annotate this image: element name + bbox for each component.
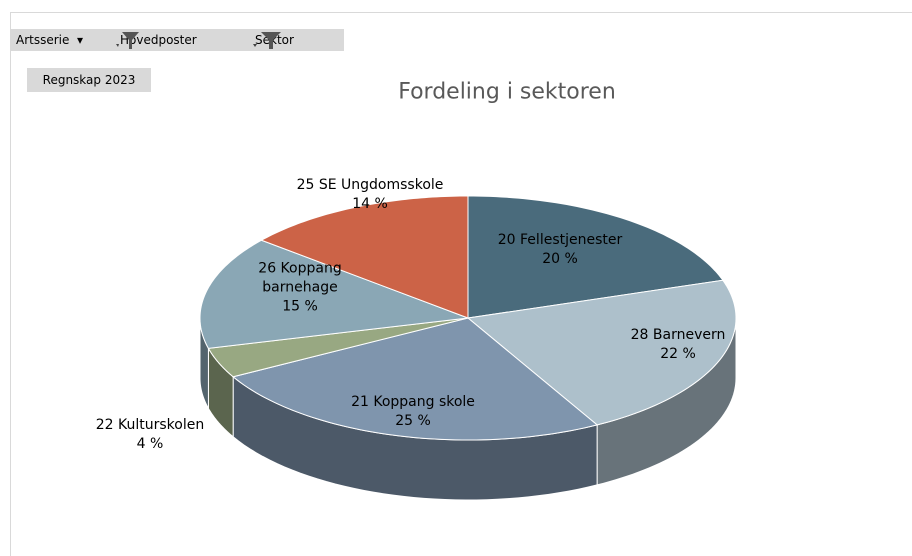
category-label: 20 Fellestjenester (497, 232, 623, 248)
filter-button[interactable]: Hovedposter (114, 29, 249, 51)
category-label: 25 SE Ungdomsskole (296, 177, 444, 193)
data-label: 28 Barnevern 22 % (631, 326, 726, 364)
value-label: 15 % (282, 298, 318, 315)
value-label: 14 % (352, 196, 388, 212)
data-label: 21 Koppang skole 25 % (351, 393, 475, 431)
filter-button[interactable]: Sektor (249, 29, 344, 51)
category-label: 26 Koppang barnehage (258, 260, 342, 296)
data-label: 26 Koppang barnehage 15 % (250, 260, 350, 317)
slice (199, 239, 469, 349)
button-label: Hovedposter (120, 33, 197, 47)
category-label: 21 Koppang skole (351, 394, 475, 410)
value-label: 20 % (542, 251, 578, 267)
value-label: 4 % (136, 436, 164, 452)
value-label: 25 % (395, 413, 431, 429)
chart-border (10, 12, 912, 556)
category-label: 22 Kulturskolen (95, 417, 205, 433)
pie (199, 195, 737, 501)
data-label: 20 Fellestjenester 20 % (498, 231, 622, 269)
button-label: Regnskap 2023 (42, 73, 136, 87)
data-label: 25 SE Ungdomsskole 14 % (297, 176, 444, 214)
slice (260, 195, 469, 319)
filter-button[interactable]: Artsserie ▾ (10, 29, 114, 51)
category-label: 28 Barnevern (630, 327, 726, 343)
value-label: 22 % (660, 346, 696, 362)
values-field-button[interactable]: Regnskap 2023 (27, 68, 151, 92)
slice (232, 317, 599, 441)
filter-icon (116, 32, 139, 49)
slice (467, 195, 724, 319)
slice (466, 279, 737, 426)
slice (207, 317, 469, 378)
button-label: Artsserie (16, 33, 70, 47)
button-label: Sektor (255, 33, 294, 47)
data-label: 22 Kulturskolen 4 % (96, 416, 204, 454)
chart-title: Fordeling i sektoren (398, 79, 616, 105)
filter-icon (253, 32, 281, 49)
